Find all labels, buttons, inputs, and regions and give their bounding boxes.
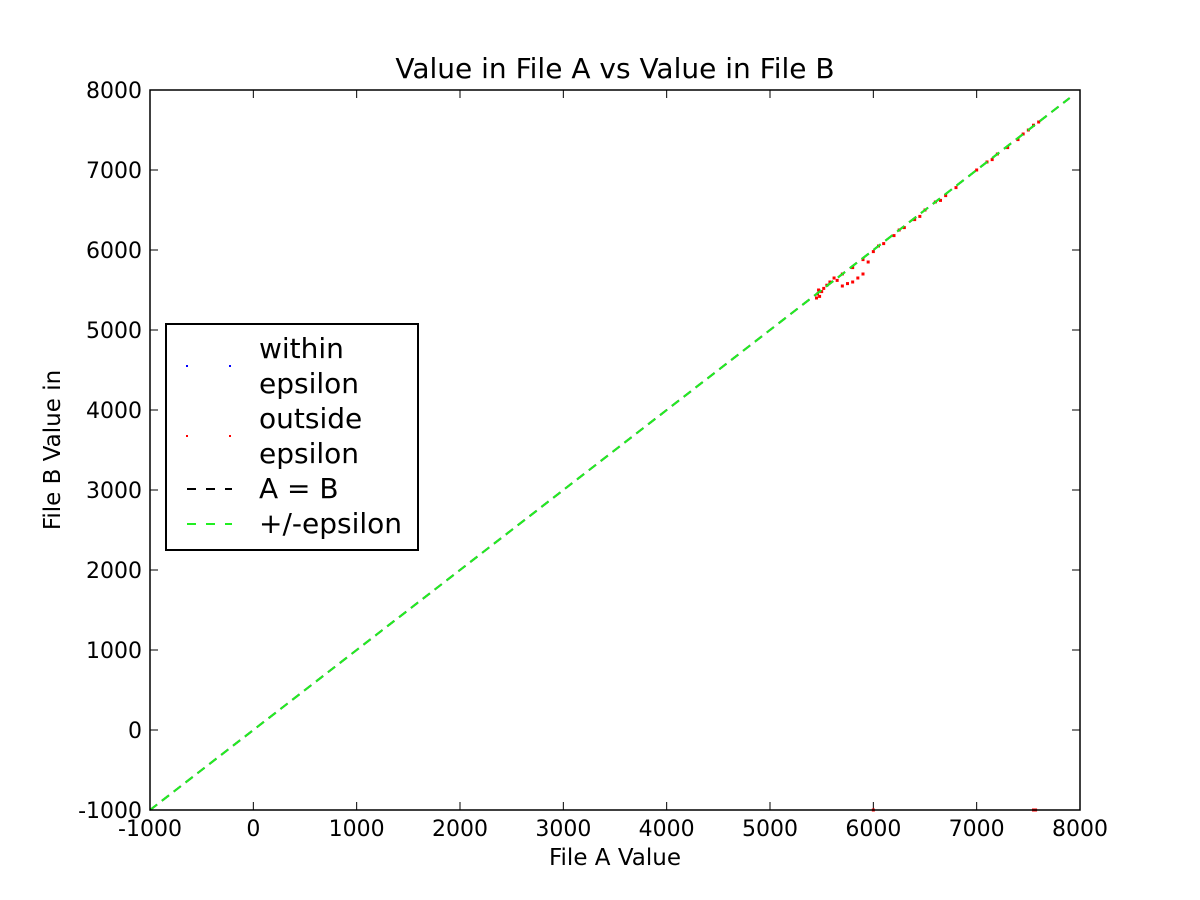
legend-entry: +/-epsilon — [167, 506, 417, 541]
point — [913, 218, 917, 222]
point — [840, 284, 844, 288]
x-tick-label: 2000 — [432, 817, 488, 842]
y-tick-label: 0 — [128, 719, 142, 744]
x-tick-label: 6000 — [845, 817, 901, 842]
legend-entry: within epsilon — [167, 331, 417, 401]
y-axis-label: File B Value in — [40, 370, 66, 530]
point — [990, 158, 994, 162]
x-tick-label: 3000 — [535, 817, 591, 842]
point — [939, 198, 942, 202]
legend: within epsilon outside epsilon A = B +/-eps… — [165, 323, 419, 551]
y-tick-label: 1000 — [86, 639, 142, 664]
x-tick-label: 5000 — [742, 817, 798, 842]
y-tick-label: 3000 — [86, 479, 142, 504]
x-tick-label: 4000 — [639, 817, 695, 842]
point — [828, 280, 832, 284]
plot-frame — [149, 89, 1081, 811]
legend-entry: A = B — [167, 471, 417, 506]
point — [1006, 146, 1010, 150]
point — [1016, 138, 1020, 142]
point — [822, 286, 826, 290]
legend-label: outside epsilon — [259, 402, 363, 470]
point — [1037, 120, 1041, 124]
legend-marker — [186, 435, 188, 437]
y-tick-label: 2000 — [86, 559, 142, 584]
legend-key — [187, 522, 232, 525]
point — [944, 194, 948, 198]
legend-marker — [229, 435, 231, 437]
legend-key — [186, 365, 231, 367]
legend-key — [186, 435, 231, 437]
point — [832, 276, 836, 280]
legend-marker — [229, 365, 231, 367]
x-tick-label: 1000 — [329, 817, 385, 842]
y-tick-label: 5000 — [86, 319, 142, 344]
x-tick-label: 8000 — [1052, 817, 1108, 842]
y-tick-label: -1000 — [78, 799, 142, 824]
x-tick-label: -1000 — [118, 817, 182, 842]
point — [866, 260, 870, 264]
y-tick-label: 4000 — [86, 399, 142, 424]
point — [861, 272, 865, 276]
point — [851, 280, 855, 284]
point — [846, 282, 849, 286]
x-axis-label: File A Value — [549, 845, 681, 871]
point — [820, 290, 824, 294]
legend-marker — [186, 365, 188, 367]
point — [1021, 132, 1025, 136]
point — [835, 278, 839, 282]
point — [892, 234, 896, 238]
legend-label: +/-epsilon — [259, 507, 403, 540]
point — [882, 242, 886, 246]
x-tick-label: 7000 — [949, 817, 1005, 842]
point — [975, 168, 979, 172]
y-tick-label: 7000 — [86, 159, 142, 184]
legend-label: within epsilon — [259, 332, 360, 400]
legend-label: A = B — [259, 472, 339, 505]
y-tick-label: 6000 — [86, 239, 142, 264]
point — [861, 258, 865, 262]
point — [918, 214, 922, 218]
point — [902, 226, 906, 230]
point — [818, 294, 822, 298]
point — [851, 266, 855, 270]
point — [817, 288, 821, 292]
point — [871, 250, 875, 254]
point — [856, 276, 860, 280]
point — [954, 186, 958, 190]
chart-title: Value in File A vs Value in File B — [395, 52, 834, 85]
y-tick-label: 8000 — [86, 79, 142, 104]
x-tick-label: 0 — [246, 817, 260, 842]
point — [815, 296, 818, 300]
legend-key — [187, 487, 232, 490]
legend-entry: outside epsilon — [167, 401, 417, 471]
